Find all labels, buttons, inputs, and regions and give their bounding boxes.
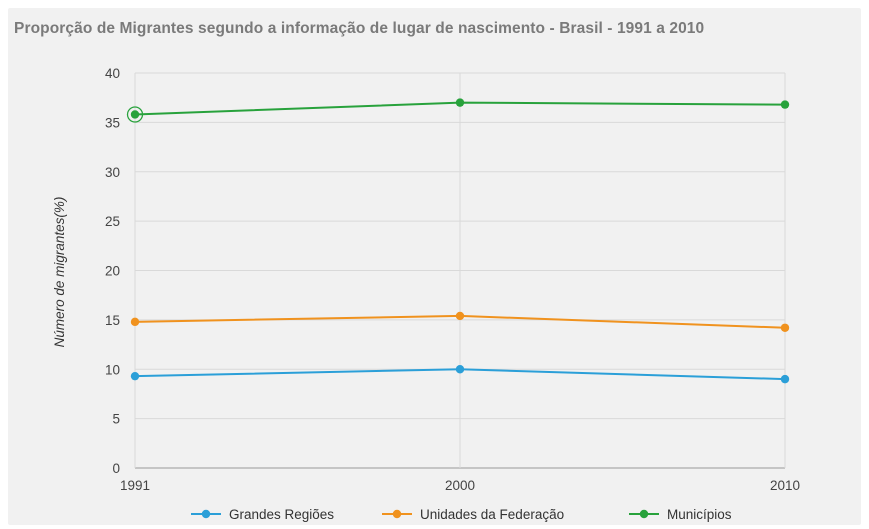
- series-lines: [126, 98, 790, 384]
- y-tick-label: 0: [112, 461, 120, 476]
- legend-item[interactable]: Grandes Regiões: [191, 507, 334, 522]
- y-tick-label: 35: [105, 115, 120, 130]
- x-tick-label: 1991: [120, 478, 150, 493]
- x-axis-ticks: 1991 2000 2010: [120, 478, 800, 493]
- y-tick-label: 40: [105, 66, 120, 81]
- legend-item[interactable]: Municípios: [629, 507, 732, 522]
- y-tick-label: 15: [105, 313, 120, 328]
- legend-label: Grandes Regiões: [229, 507, 334, 522]
- chart-title: Proporção de Migrantes segundo a informa…: [14, 20, 705, 37]
- x-tick-label: 2000: [445, 478, 475, 493]
- legend-swatch-dot: [639, 509, 649, 519]
- data-point[interactable]: [455, 311, 465, 321]
- y-tick-label: 10: [105, 362, 120, 377]
- data-point[interactable]: [130, 110, 140, 119]
- legend-label: Unidades da Federação: [420, 507, 564, 522]
- data-point[interactable]: [455, 365, 465, 374]
- legend: Grandes Regiões Unidades da Federação Muni…: [191, 507, 732, 522]
- legend-label: Municípios: [667, 507, 732, 522]
- y-tick-label: 5: [112, 412, 120, 427]
- data-point[interactable]: [455, 98, 465, 107]
- data-point[interactable]: [780, 374, 790, 384]
- y-tick-label: 20: [105, 264, 120, 279]
- legend-item[interactable]: Unidades da Federação: [382, 507, 564, 522]
- y-axis-title: Número de migrantes(%): [52, 197, 67, 348]
- grid-lines: [134, 72, 786, 469]
- data-point[interactable]: [130, 317, 140, 327]
- data-point[interactable]: [130, 371, 140, 381]
- y-tick-label: 30: [105, 165, 120, 180]
- legend-swatch-dot: [201, 509, 211, 519]
- x-tick-label: 2010: [770, 478, 800, 493]
- series-0: [130, 365, 790, 384]
- y-axis-ticks: 0 5 10 15 20 25 30 35 40: [105, 66, 120, 476]
- data-point[interactable]: [780, 323, 790, 332]
- legend-swatch-dot: [392, 509, 402, 519]
- series-1: [130, 311, 790, 332]
- highlight-ring: [126, 106, 144, 123]
- chart-panel: [8, 8, 861, 525]
- data-point[interactable]: [780, 100, 790, 109]
- y-tick-label: 25: [105, 214, 120, 229]
- series-2: [126, 98, 790, 123]
